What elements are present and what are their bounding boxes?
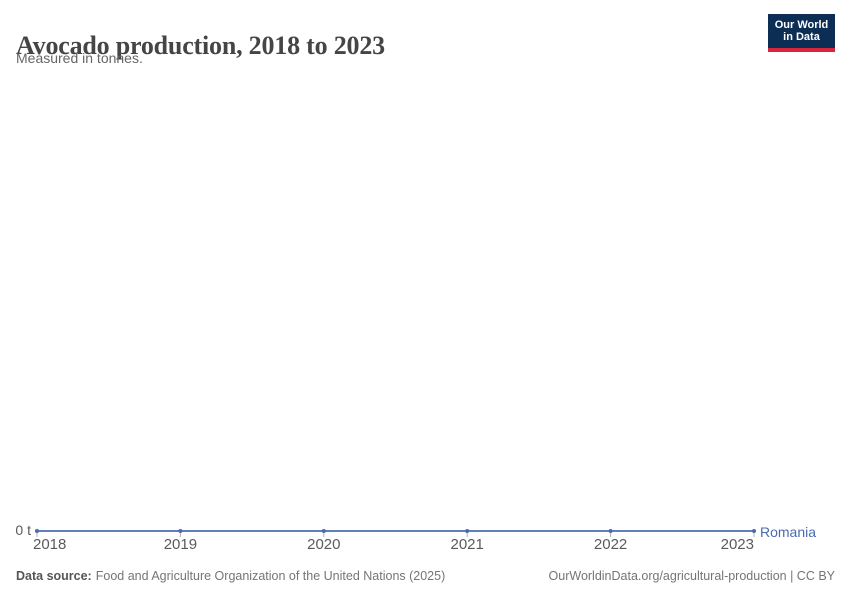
data-point-marker (752, 529, 756, 533)
chart-subtitle: Measured in tonnes. (16, 50, 143, 66)
owid-logo-line2: in Data (783, 31, 820, 43)
entity-label-romania: Romania (760, 524, 817, 540)
axis-year-label: 2019 (164, 536, 197, 553)
axis-year-label: 2021 (451, 536, 484, 553)
owid-url-license-link[interactable]: OurWorldinData.org/agricultural-producti… (548, 569, 835, 583)
data-point-marker (178, 529, 183, 533)
axis-year-label: 2023 (721, 536, 754, 553)
data-point-marker (35, 529, 39, 533)
data-point-marker (321, 529, 326, 533)
chart-title: Avocado production, 2018 to 2023 (16, 31, 385, 61)
axis-year-label: 2022 (594, 536, 627, 553)
axis-year-label: 2020 (307, 536, 340, 553)
data-source-note: Data source: Food and Agriculture Organiz… (16, 569, 445, 584)
chart-footer: Data source: Food and Agriculture Organiz… (16, 569, 835, 584)
data-source-text: Food and Agriculture Organization of the… (95, 569, 446, 583)
axis-year-label: 2018 (33, 536, 66, 553)
data-point-marker (608, 529, 613, 533)
owid-logo-line1: Our World (774, 18, 829, 31)
y-axis-zero-label: 0 t (15, 522, 31, 538)
data-source-label: Data source: (16, 569, 92, 583)
owid-logo[interactable]: Our World in Data (768, 14, 835, 52)
data-point-marker (465, 529, 470, 533)
